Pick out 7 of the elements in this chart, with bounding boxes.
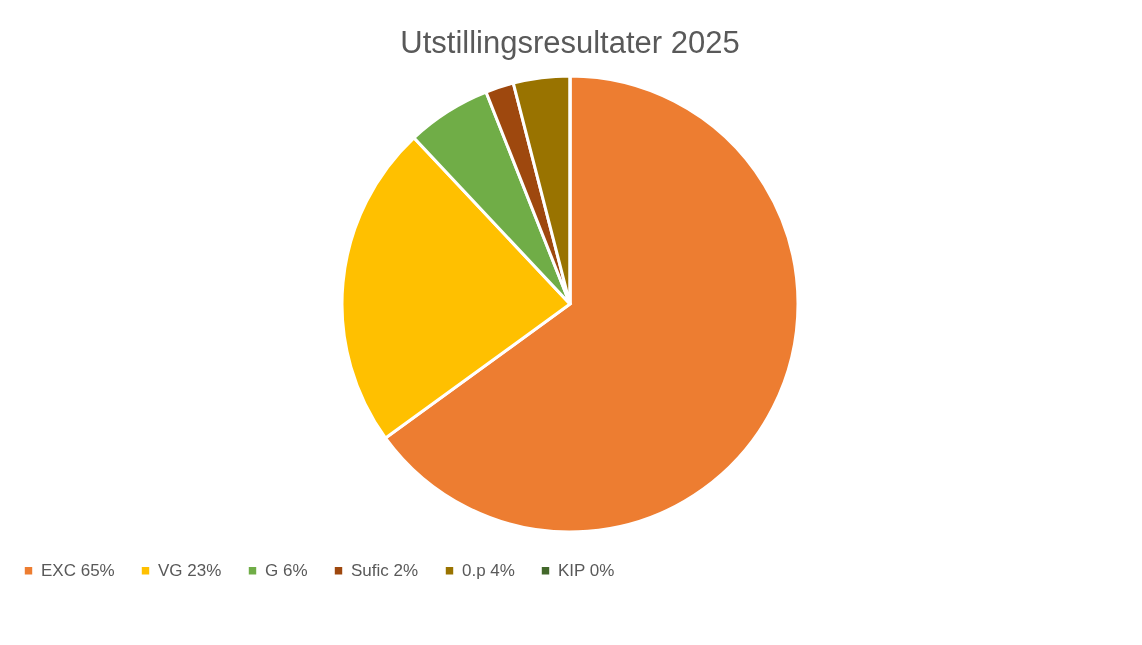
chart-title: Utstillingsresultater 2025 — [400, 25, 740, 60]
legend-label: KIP 0% — [558, 560, 615, 580]
legend-label: EXC 65% — [41, 560, 115, 580]
legend-label: VG 23% — [158, 560, 222, 580]
legend-label: G 6% — [265, 560, 308, 580]
legend-label: Sufic 2% — [351, 560, 419, 580]
legend-label: 0.p 4% — [462, 560, 515, 580]
